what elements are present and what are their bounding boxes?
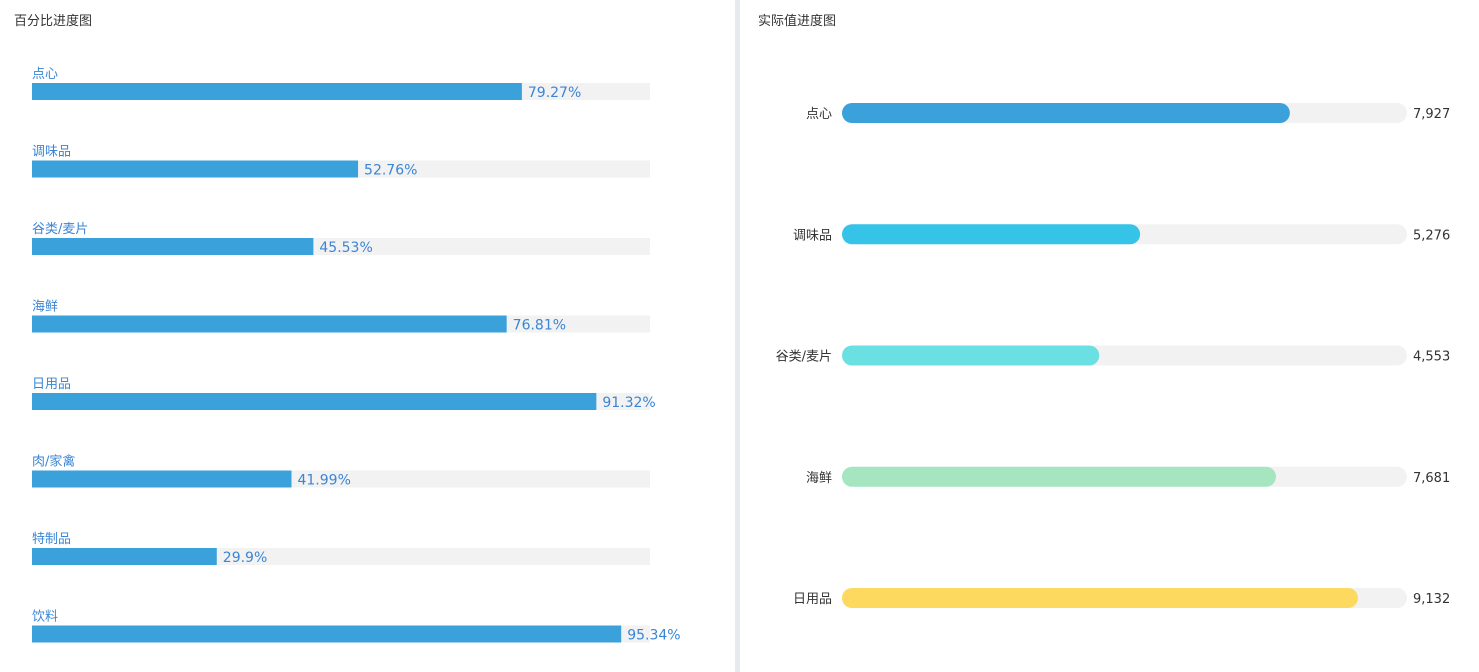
- actual-value-progress-panel: 实际值进度图 点心 7,927 调味品 5,276 谷类/麦片 4,553 海鲜 7,681 日…: [740, 0, 1479, 672]
- category-label: 调味品: [32, 145, 71, 160]
- progress-bar: [842, 103, 1290, 123]
- category-label: 特制品: [32, 532, 71, 547]
- percent-value-label: 79.27%: [528, 85, 581, 101]
- category-label: 调味品: [793, 228, 832, 243]
- category-label: 海鲜: [806, 471, 832, 486]
- percent-value-label: 91.32%: [602, 395, 655, 411]
- category-label: 点心: [806, 107, 832, 122]
- percent-progress-panel: 百分比进度图 点心 79.27% 调味品 52.76% 谷类/麦片 45.53% 海鲜 76.…: [0, 0, 735, 672]
- progress-bar: [32, 83, 522, 100]
- category-label: 肉/家禽: [32, 454, 75, 470]
- actual-value-progress-title: 实际值进度图: [758, 14, 837, 29]
- percent-value-label: 76.81%: [513, 318, 566, 334]
- actual-value-progress-chart: 点心 7,927 调味品 5,276 谷类/麦片 4,553 海鲜 7,681 日用品 9,132: [776, 103, 1450, 608]
- category-label: 日用品: [793, 592, 832, 607]
- progress-bar: [32, 315, 507, 333]
- progress-bar: [32, 393, 597, 410]
- progress-bar: [842, 588, 1358, 608]
- percent-progress-title: 百分比进度图: [14, 14, 93, 29]
- percent-value-label: 95.34%: [627, 628, 680, 644]
- progress-bar: [32, 470, 292, 488]
- progress-bar: [842, 224, 1141, 245]
- progress-bar: [32, 625, 622, 643]
- progress-bar: [32, 238, 314, 255]
- category-label: 点心: [32, 67, 58, 82]
- actual-value-label: 7,927: [1413, 107, 1450, 122]
- percent-value-label: 52.76%: [364, 163, 417, 179]
- category-label: 日用品: [32, 377, 71, 392]
- progress-bar: [32, 548, 217, 565]
- category-label: 谷类/麦片: [776, 350, 832, 365]
- progress-bar: [842, 466, 1276, 487]
- category-label: 谷类/麦片: [32, 222, 88, 237]
- percent-progress-chart: 点心 79.27% 调味品 52.76% 谷类/麦片 45.53% 海鲜 76.81% 日用品 9…: [32, 67, 681, 644]
- actual-value-label: 5,276: [1413, 228, 1450, 243]
- percent-value-label: 45.53%: [319, 240, 372, 256]
- actual-value-label: 7,681: [1413, 471, 1450, 486]
- category-label: 海鲜: [32, 300, 58, 315]
- progress-bar: [32, 160, 359, 178]
- percent-value-label: 41.99%: [297, 473, 350, 489]
- percent-value-label: 29.9%: [223, 550, 267, 566]
- actual-value-label: 4,553: [1413, 350, 1450, 365]
- progress-bar: [842, 345, 1100, 366]
- panel-divider: [735, 0, 740, 672]
- category-label: 饮料: [32, 610, 58, 625]
- actual-value-label: 9,132: [1413, 592, 1450, 607]
